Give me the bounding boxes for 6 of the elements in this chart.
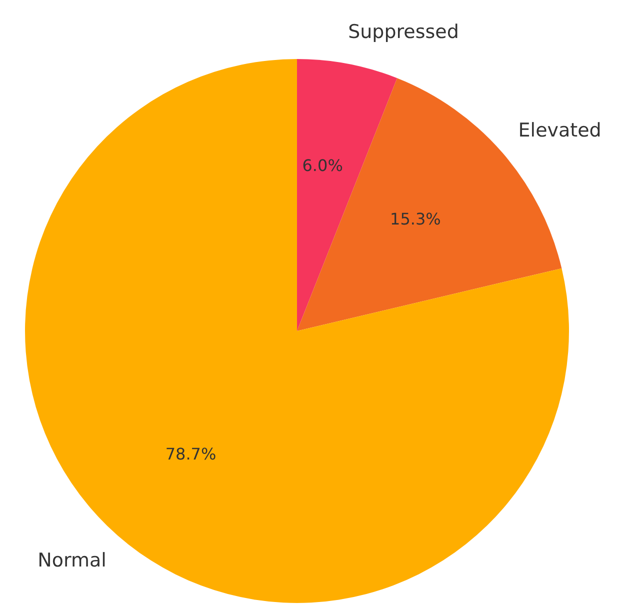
data-label: 78.7% xyxy=(165,444,216,464)
slice-label: Normal xyxy=(38,550,106,572)
slice-label: Suppressed xyxy=(348,21,459,44)
slice-label: Elevated xyxy=(518,119,602,142)
data-label: 15.3% xyxy=(390,210,441,229)
data-label: 6.0% xyxy=(302,156,343,176)
